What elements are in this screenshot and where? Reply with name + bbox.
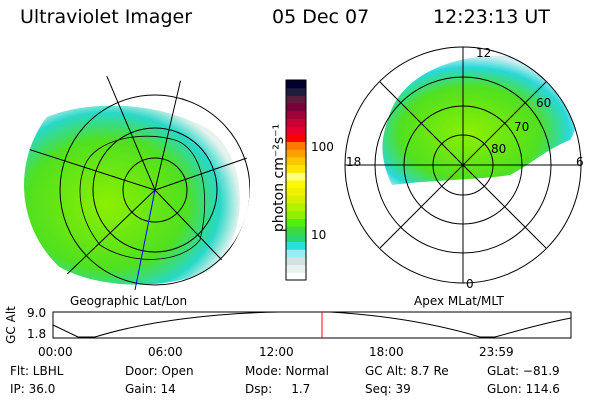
x-tick: 12:00 bbox=[259, 345, 294, 359]
geographic-map bbox=[24, 72, 250, 298]
aurora-emission-left bbox=[24, 105, 240, 285]
colorbar-band bbox=[286, 241, 306, 250]
right-map-label: Apex MLat/MLT bbox=[414, 294, 504, 308]
colorbar-band bbox=[286, 164, 306, 173]
instrument-title: Ultraviolet Imager bbox=[20, 6, 193, 28]
colorbar-unit: photon cm⁻²s⁻¹ bbox=[271, 123, 287, 233]
x-tick: 23:59 bbox=[479, 345, 514, 359]
colorbar-band bbox=[286, 264, 306, 273]
colorbar-band bbox=[286, 233, 306, 243]
colorbar-band bbox=[286, 210, 306, 219]
colorbar-band bbox=[286, 149, 306, 158]
colorbar-band bbox=[286, 80, 306, 89]
status-field: Seq: 39 bbox=[365, 382, 411, 396]
colorbar-band bbox=[286, 95, 306, 104]
colorbar-band bbox=[286, 133, 306, 143]
mlt-0: 0 bbox=[466, 277, 474, 291]
colorbar-band bbox=[286, 172, 306, 181]
mlt-6: 6 bbox=[576, 155, 584, 169]
status-field: GLon: 114.6 bbox=[487, 382, 560, 396]
colorbar-band bbox=[286, 180, 306, 189]
colorbar-band bbox=[286, 141, 306, 150]
colorbar-band bbox=[286, 195, 306, 204]
status-field: GLat: −81.9 bbox=[487, 364, 560, 378]
colorbar bbox=[286, 80, 306, 281]
colorbar-band bbox=[286, 249, 306, 258]
mlt-18: 18 bbox=[346, 155, 362, 169]
colorbar-band bbox=[286, 187, 306, 196]
colorbar-band bbox=[286, 203, 306, 212]
colorbar-tick-100: 100 bbox=[311, 140, 334, 154]
colorbar-band bbox=[286, 218, 306, 227]
date-label: 05 Dec 07 bbox=[272, 6, 370, 28]
colorbar-band bbox=[286, 118, 306, 127]
y-tick: 9.0 bbox=[27, 306, 47, 320]
colorbar-tick-10: 10 bbox=[311, 228, 327, 242]
mlat-70: 70 bbox=[514, 120, 530, 134]
x-tick: 06:00 bbox=[148, 345, 183, 359]
mlat-80: 80 bbox=[491, 142, 507, 156]
colorbar-band bbox=[286, 272, 306, 281]
left-map-label: Geographic Lat/Lon bbox=[70, 294, 188, 308]
colorbar-band bbox=[286, 156, 306, 166]
x-tick: 18:00 bbox=[369, 345, 404, 359]
colorbar-band bbox=[286, 110, 306, 119]
x-tick: 00:00 bbox=[38, 345, 73, 359]
y-tick: 1.8 bbox=[27, 327, 47, 341]
time-label: 12:23:13 UT bbox=[433, 6, 550, 28]
mlt-12: 12 bbox=[476, 46, 492, 60]
altitude-ylabel: GC Alt bbox=[3, 306, 18, 344]
aurora-emission-right bbox=[382, 55, 577, 185]
status-field: Flt: LBHL bbox=[10, 364, 64, 378]
colorbar-band bbox=[286, 87, 306, 96]
status-field: GC Alt: 8.7 Re bbox=[365, 364, 449, 378]
status-field: Gain: 14 bbox=[125, 382, 176, 396]
status-field: IP: 36.0 bbox=[10, 382, 56, 396]
colorbar-band bbox=[286, 256, 306, 266]
colorbar-band bbox=[286, 103, 306, 112]
colorbar-band bbox=[286, 126, 306, 135]
altitude-curve bbox=[52, 311, 572, 338]
mlat-grid bbox=[344, 46, 582, 284]
magnetic-map bbox=[382, 55, 577, 185]
mlat-60: 60 bbox=[536, 96, 552, 110]
status-field: Dsp: 1.7 bbox=[245, 382, 311, 396]
status-field: Mode: Normal bbox=[245, 364, 329, 378]
colorbar-band bbox=[286, 226, 306, 235]
status-field: Door: Open bbox=[125, 364, 194, 378]
